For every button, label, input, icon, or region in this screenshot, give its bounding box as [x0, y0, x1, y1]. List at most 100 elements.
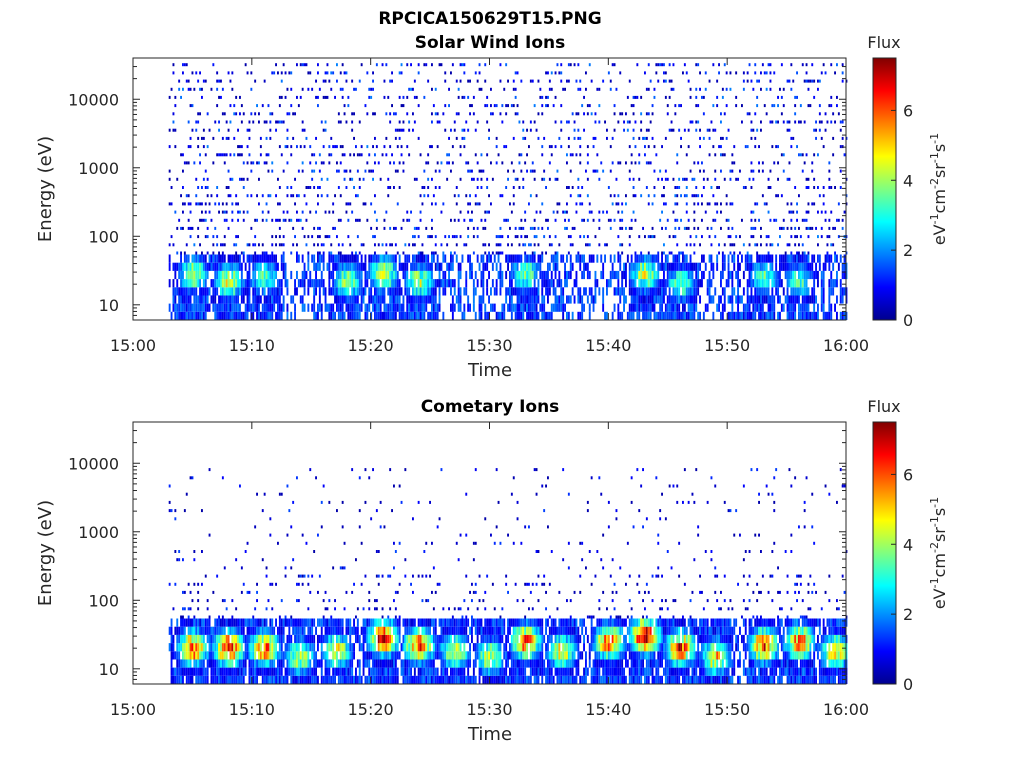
heatmap-cell: [427, 279, 430, 288]
heatmap-cell: [683, 287, 686, 296]
heatmap-cell: [341, 287, 344, 296]
heatmap-cell: [640, 194, 643, 198]
heatmap-cell: [201, 509, 203, 513]
heatmap-cell: [185, 295, 188, 304]
heatmap-cell: [682, 270, 684, 280]
heatmap-cell: [402, 303, 405, 312]
heatmap-cell: [581, 311, 584, 320]
heatmap-cell: [278, 626, 281, 635]
heatmap-cell: [278, 295, 281, 304]
heatmap-cell: [341, 675, 344, 684]
heatmap-cell: [385, 311, 388, 320]
heatmap-cell: [320, 643, 323, 652]
heatmap-cell: [594, 235, 597, 239]
heatmap-cell: [368, 295, 371, 304]
heatmap-cell: [353, 87, 355, 91]
heatmap-cell: [583, 262, 585, 271]
heatmap-cell: [277, 311, 279, 320]
heatmap-cell: [457, 279, 460, 288]
heatmap-cell: [250, 634, 253, 644]
heatmap-cell: [625, 262, 627, 271]
heatmap-cell: [706, 303, 709, 312]
heatmap-cell: [822, 194, 825, 198]
heatmap-cell: [830, 210, 833, 214]
heatmap-cell: [267, 254, 270, 263]
heatmap-cell: [733, 161, 736, 165]
heatmap-cell: [297, 279, 300, 288]
heatmap-cell: [676, 287, 679, 296]
heatmap-cell: [185, 287, 188, 296]
heatmap-cell: [822, 287, 825, 296]
heatmap-cell: [818, 194, 821, 198]
heatmap-cell: [742, 270, 745, 280]
heatmap-cell: [178, 311, 181, 320]
heatmap-cell: [223, 218, 226, 222]
heatmap-cell: [324, 651, 327, 660]
heatmap-cell: [265, 270, 268, 280]
heatmap-cell: [349, 675, 352, 684]
heatmap-cell: [771, 295, 774, 304]
heatmap-cell: [682, 251, 684, 255]
heatmap-cell: [765, 235, 768, 239]
heatmap-cell: [602, 210, 605, 214]
heatmap-cell: [263, 651, 266, 660]
heatmap-cell: [370, 279, 373, 288]
heatmap-cell: [375, 262, 378, 271]
heatmap-cell: [657, 251, 660, 255]
heatmap-cell: [199, 161, 201, 165]
heatmap-cell: [174, 311, 177, 320]
heatmap-cell: [775, 145, 778, 149]
heatmap-cell: [693, 251, 696, 255]
heatmap-cell: [455, 79, 458, 83]
heatmap-cell: [178, 558, 181, 562]
heatmap-cell: [490, 104, 492, 108]
heatmap-cell: [290, 145, 293, 149]
heatmap-cell: [275, 287, 277, 296]
heatmap-cell: [522, 262, 525, 271]
heatmap-cell: [577, 287, 580, 296]
heatmap-cell: [383, 145, 386, 149]
heatmap-cell: [330, 71, 333, 75]
heatmap-cell: [512, 202, 515, 206]
heatmap-cell: [318, 186, 321, 189]
heatmap-cell: [638, 177, 641, 181]
heatmap-cell: [393, 161, 395, 165]
heatmap-cell: [413, 79, 416, 83]
heatmap-cell: [258, 287, 260, 296]
heatmap-cell: [218, 153, 220, 157]
heatmap-cell: [374, 303, 376, 312]
heatmap-cell: [704, 71, 707, 75]
heatmap-cell: [168, 484, 171, 488]
heatmap-cell: [645, 136, 648, 140]
heatmap-cell: [271, 675, 274, 684]
heatmap-cell: [339, 251, 342, 255]
heatmap-cell: [237, 279, 239, 288]
heatmap-cell: [189, 270, 192, 280]
heatmap-cell: [547, 95, 549, 99]
heatmap-cell: [212, 626, 215, 635]
heatmap-cell: [461, 136, 464, 140]
heatmap-cell: [550, 303, 553, 312]
heatmap-cell: [406, 295, 409, 304]
heatmap-cell: [779, 254, 781, 263]
heatmap-cell: [379, 254, 382, 263]
heatmap-cell: [720, 153, 722, 157]
heatmap-cell: [246, 287, 249, 296]
heatmap-cell: [501, 235, 504, 239]
heatmap-cell: [782, 153, 785, 157]
heatmap-cell: [286, 618, 289, 627]
heatmap-cell: [628, 270, 631, 280]
heatmap-cell: [254, 626, 257, 635]
heatmap-cell: [297, 634, 300, 644]
heatmap-cell: [547, 270, 549, 280]
heatmap-cell: [351, 287, 354, 296]
heatmap-cell: [277, 202, 279, 206]
heatmap-cell: [609, 270, 612, 280]
heatmap-cell: [267, 279, 270, 288]
heatmap-cell: [560, 254, 563, 263]
heatmap-cell: [290, 104, 293, 108]
heatmap-cell: [358, 279, 361, 288]
heatmap-cell: [678, 251, 681, 255]
heatmap-cell: [263, 251, 266, 255]
heatmap-cell: [332, 145, 335, 149]
